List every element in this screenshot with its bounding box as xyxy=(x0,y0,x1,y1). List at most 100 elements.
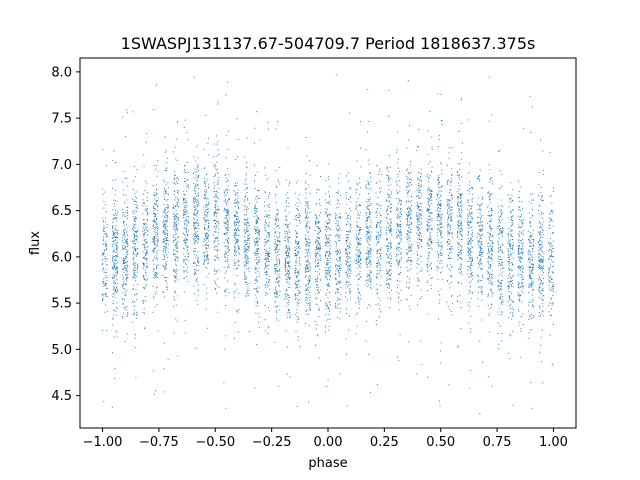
data-point xyxy=(142,230,144,233)
data-point xyxy=(289,182,291,184)
data-point xyxy=(187,280,189,283)
data-point xyxy=(458,243,460,246)
data-point xyxy=(541,199,543,202)
data-point xyxy=(245,260,247,262)
data-point xyxy=(172,239,174,241)
data-point xyxy=(379,299,381,301)
data-point xyxy=(427,376,429,378)
data-point xyxy=(279,166,281,169)
data-point xyxy=(529,276,531,278)
data-point xyxy=(258,276,260,278)
data-point xyxy=(187,253,189,255)
data-point xyxy=(446,219,448,221)
data-point xyxy=(489,265,491,267)
data-point xyxy=(245,294,247,296)
data-point xyxy=(400,271,402,273)
data-point xyxy=(447,243,449,245)
data-point xyxy=(218,209,220,211)
data-point xyxy=(111,255,113,257)
data-point xyxy=(397,131,399,133)
data-point xyxy=(418,184,420,186)
data-point xyxy=(497,248,499,250)
data-point xyxy=(304,256,306,258)
data-point xyxy=(142,205,144,207)
data-point xyxy=(317,275,319,277)
data-point xyxy=(429,263,431,265)
data-point xyxy=(390,244,392,246)
data-point xyxy=(233,292,235,294)
data-point xyxy=(257,261,259,263)
data-point xyxy=(113,205,115,207)
data-point xyxy=(348,277,350,279)
data-point xyxy=(203,148,205,150)
data-point xyxy=(408,213,410,215)
data-point xyxy=(376,237,378,239)
data-point xyxy=(224,251,227,253)
data-point xyxy=(338,225,340,227)
data-point xyxy=(441,279,443,281)
data-point xyxy=(217,254,219,256)
data-point xyxy=(438,213,440,216)
data-point xyxy=(174,270,176,273)
data-point xyxy=(244,248,246,250)
data-point xyxy=(286,247,288,249)
data-point xyxy=(398,167,400,169)
data-point xyxy=(408,281,410,283)
data-point xyxy=(487,242,489,244)
data-point xyxy=(438,135,440,137)
data-point xyxy=(551,202,553,204)
data-point xyxy=(532,251,534,253)
data-point xyxy=(319,203,321,205)
data-point xyxy=(146,234,148,236)
data-point xyxy=(163,217,165,219)
data-point xyxy=(541,299,543,301)
data-point xyxy=(295,260,297,262)
data-point xyxy=(143,223,145,225)
data-point xyxy=(552,295,554,297)
data-point xyxy=(350,196,352,198)
data-point xyxy=(193,226,195,228)
data-point xyxy=(512,222,514,224)
data-point xyxy=(349,269,351,271)
data-point xyxy=(548,250,550,252)
data-point xyxy=(319,300,322,302)
data-point xyxy=(532,240,534,243)
data-point xyxy=(133,243,135,245)
data-point xyxy=(307,279,309,281)
data-point xyxy=(359,215,361,217)
data-point xyxy=(417,233,419,235)
data-point xyxy=(132,229,135,231)
data-point xyxy=(288,255,290,257)
data-point xyxy=(289,242,291,244)
data-point xyxy=(497,288,499,290)
data-point xyxy=(450,219,452,222)
data-point xyxy=(305,288,307,290)
data-point xyxy=(418,209,420,211)
data-point xyxy=(335,274,337,276)
data-point xyxy=(376,284,378,286)
data-point xyxy=(446,241,449,244)
data-point xyxy=(286,373,288,375)
data-point xyxy=(521,222,523,224)
data-point xyxy=(479,251,481,254)
data-point xyxy=(357,227,359,229)
data-point xyxy=(399,334,401,336)
data-point xyxy=(116,246,118,248)
data-point xyxy=(359,187,361,189)
data-point xyxy=(358,259,360,261)
data-point xyxy=(174,233,176,236)
data-point xyxy=(507,242,509,244)
data-point xyxy=(309,297,311,299)
data-point xyxy=(479,205,481,207)
data-point xyxy=(105,240,107,242)
data-point xyxy=(143,218,145,221)
data-point xyxy=(376,266,378,268)
data-point xyxy=(467,254,469,256)
data-point xyxy=(369,249,371,251)
data-point xyxy=(255,175,257,177)
data-point xyxy=(400,215,402,217)
data-point xyxy=(215,281,217,283)
data-point xyxy=(471,276,473,278)
data-point xyxy=(297,289,299,291)
data-point xyxy=(360,259,362,261)
